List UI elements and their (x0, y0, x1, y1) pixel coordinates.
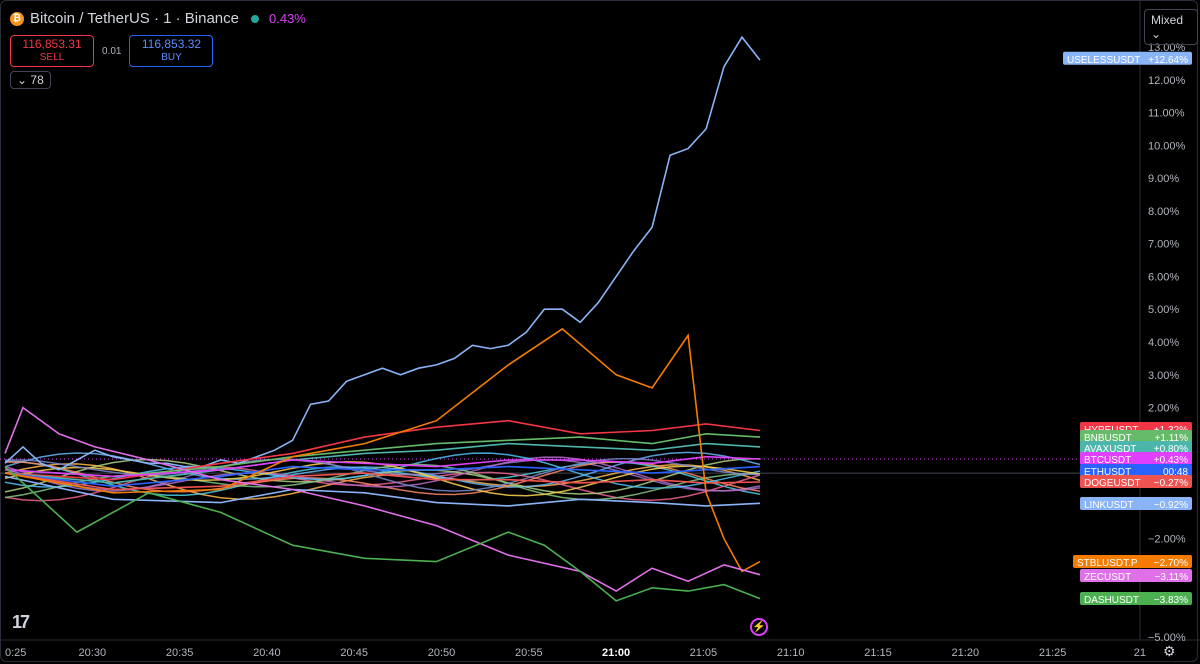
x-tick-label: 21:20 (952, 647, 980, 659)
x-tick-label: 21 (1134, 647, 1146, 659)
series-label-value: −3.83% (1154, 595, 1188, 606)
chevron-down-icon: ⌄ (1151, 27, 1162, 41)
chevron-down-icon: ⌄ (17, 73, 28, 87)
buy-label: BUY (161, 52, 182, 63)
sell-price: 116,853.31 (22, 37, 82, 51)
series-label-value: −3.11% (1155, 572, 1189, 583)
buy-button[interactable]: 116,853.32 BUY (129, 35, 214, 67)
series-line-dogeusdt (4, 472, 761, 491)
series-line-dashusdt (4, 466, 761, 602)
x-tick-label: 21:15 (864, 647, 892, 659)
series-label-box (1080, 569, 1192, 582)
indicators-toggle[interactable]: ⌄ 78 (10, 71, 51, 89)
y-tick-label: 7.00% (1148, 239, 1179, 251)
x-tick-label: 21:25 (1039, 647, 1067, 659)
series-label-value: +0.43% (1154, 455, 1188, 466)
x-tick-label: 20:55 (515, 647, 543, 659)
series-label-value: −0.27% (1154, 478, 1188, 489)
y-tick-label: 13.00% (1148, 42, 1186, 54)
y-tick-label: 9.00% (1148, 173, 1179, 185)
x-tick-label: 20:40 (253, 647, 281, 659)
series-line-uselessusdt (4, 35, 761, 471)
series-line-avaxusdt (4, 442, 761, 484)
y-tick-label: 2.00% (1148, 403, 1179, 415)
gear-icon[interactable]: ⚙ (1163, 643, 1176, 659)
tradingview-logo-icon[interactable]: 17 (12, 612, 30, 632)
x-tick-label: 20:50 (428, 647, 456, 659)
series-label-box (1080, 441, 1192, 454)
buy-price: 116,853.32 (141, 37, 202, 51)
series-label-value: +1.11% (1155, 433, 1189, 444)
series-label-name: USELESSUSDT (1067, 55, 1140, 66)
series-label-name: DASHUSDT (1084, 595, 1139, 606)
series-label-box (1080, 497, 1192, 510)
scale-mode-label: Mixed (1151, 13, 1184, 27)
y-tick-label: 12.00% (1148, 75, 1186, 87)
x-tick-label: 20:30 (79, 647, 107, 659)
series-label-name: BTCUSDT (1084, 455, 1131, 466)
series-line-ethusdt (4, 465, 761, 488)
symbol-title[interactable]: Bitcoin / TetherUS · 1 · Binance (30, 10, 239, 27)
series-line-background (4, 466, 761, 502)
y-tick-label: 10.00% (1148, 140, 1186, 152)
y-tick-label: 4.00% (1148, 337, 1179, 349)
x-tick-label: 0:25 (5, 647, 26, 659)
series-line-linkusdt (4, 475, 761, 507)
indicators-count: 78 (30, 73, 44, 87)
series-label-value: 00:48 (1163, 467, 1188, 478)
bitcoin-icon: ₿ (10, 11, 24, 26)
y-tick-label: 11.00% (1148, 108, 1185, 120)
series-label-name: DOGEUSDT (1084, 478, 1141, 489)
series-label-name: LINKUSDT (1084, 500, 1133, 511)
series-label-name: STBLUSDT.P (1077, 558, 1138, 569)
y-tick-label: −5.00% (1148, 632, 1186, 644)
lightning-icon[interactable]: ⚡ (750, 618, 768, 636)
series-label-box (1063, 51, 1192, 65)
x-tick-label: 20:45 (340, 647, 368, 659)
series-label-box (1073, 555, 1192, 568)
series-label-name: BNBUSDT (1084, 433, 1132, 444)
series-label-name: AVAXUSDT (1084, 444, 1136, 455)
series-label-box (1080, 464, 1192, 477)
x-tick-label: 21:10 (777, 647, 805, 659)
series-label-name: ZECUSDT (1084, 572, 1131, 583)
symbol-change: 0.43% (269, 11, 306, 26)
series-label-name: ETHUSDT (1084, 467, 1131, 478)
x-tick-label: 20:35 (166, 647, 194, 659)
series-label-value: +0.80% (1154, 444, 1188, 455)
series-line-stblusdt.p (4, 327, 761, 573)
series-line-hypeusdt (4, 419, 761, 481)
market-status-dot (251, 14, 259, 23)
sell-label: SELL (39, 52, 65, 63)
x-tick-label: 21:00 (602, 647, 630, 659)
y-tick-label: 3.00% (1148, 370, 1179, 382)
symbol-header[interactable]: ₿ Bitcoin / TetherUS · 1 · Binance 0.43% (10, 10, 306, 27)
y-tick-label: −2.00% (1148, 534, 1186, 546)
x-tick-label: 21:05 (690, 647, 718, 659)
series-label-value: −2.70% (1154, 558, 1188, 569)
trade-panel: 116,853.31 SELL 0.01 116,853.32 BUY (10, 35, 214, 67)
scale-mode-select[interactable]: Mixed ⌄ (1144, 9, 1198, 45)
series-line-zecusdt (4, 406, 761, 593)
series-label-box (1080, 430, 1192, 443)
series-label-value: +12.64% (1148, 55, 1188, 66)
series-label-box (1080, 592, 1192, 605)
series-label-box (1080, 452, 1192, 465)
sell-button[interactable]: 116,853.31 SELL (10, 35, 94, 67)
y-tick-label: 6.00% (1148, 271, 1179, 283)
series-label-box (1080, 475, 1192, 488)
series-line-btcusdt (4, 455, 761, 478)
y-tick-label: 8.00% (1148, 206, 1179, 218)
series-label-value: −0.92% (1154, 500, 1188, 511)
y-tick-label: 5.00% (1148, 304, 1179, 316)
spread-value: 0.01 (102, 45, 122, 57)
